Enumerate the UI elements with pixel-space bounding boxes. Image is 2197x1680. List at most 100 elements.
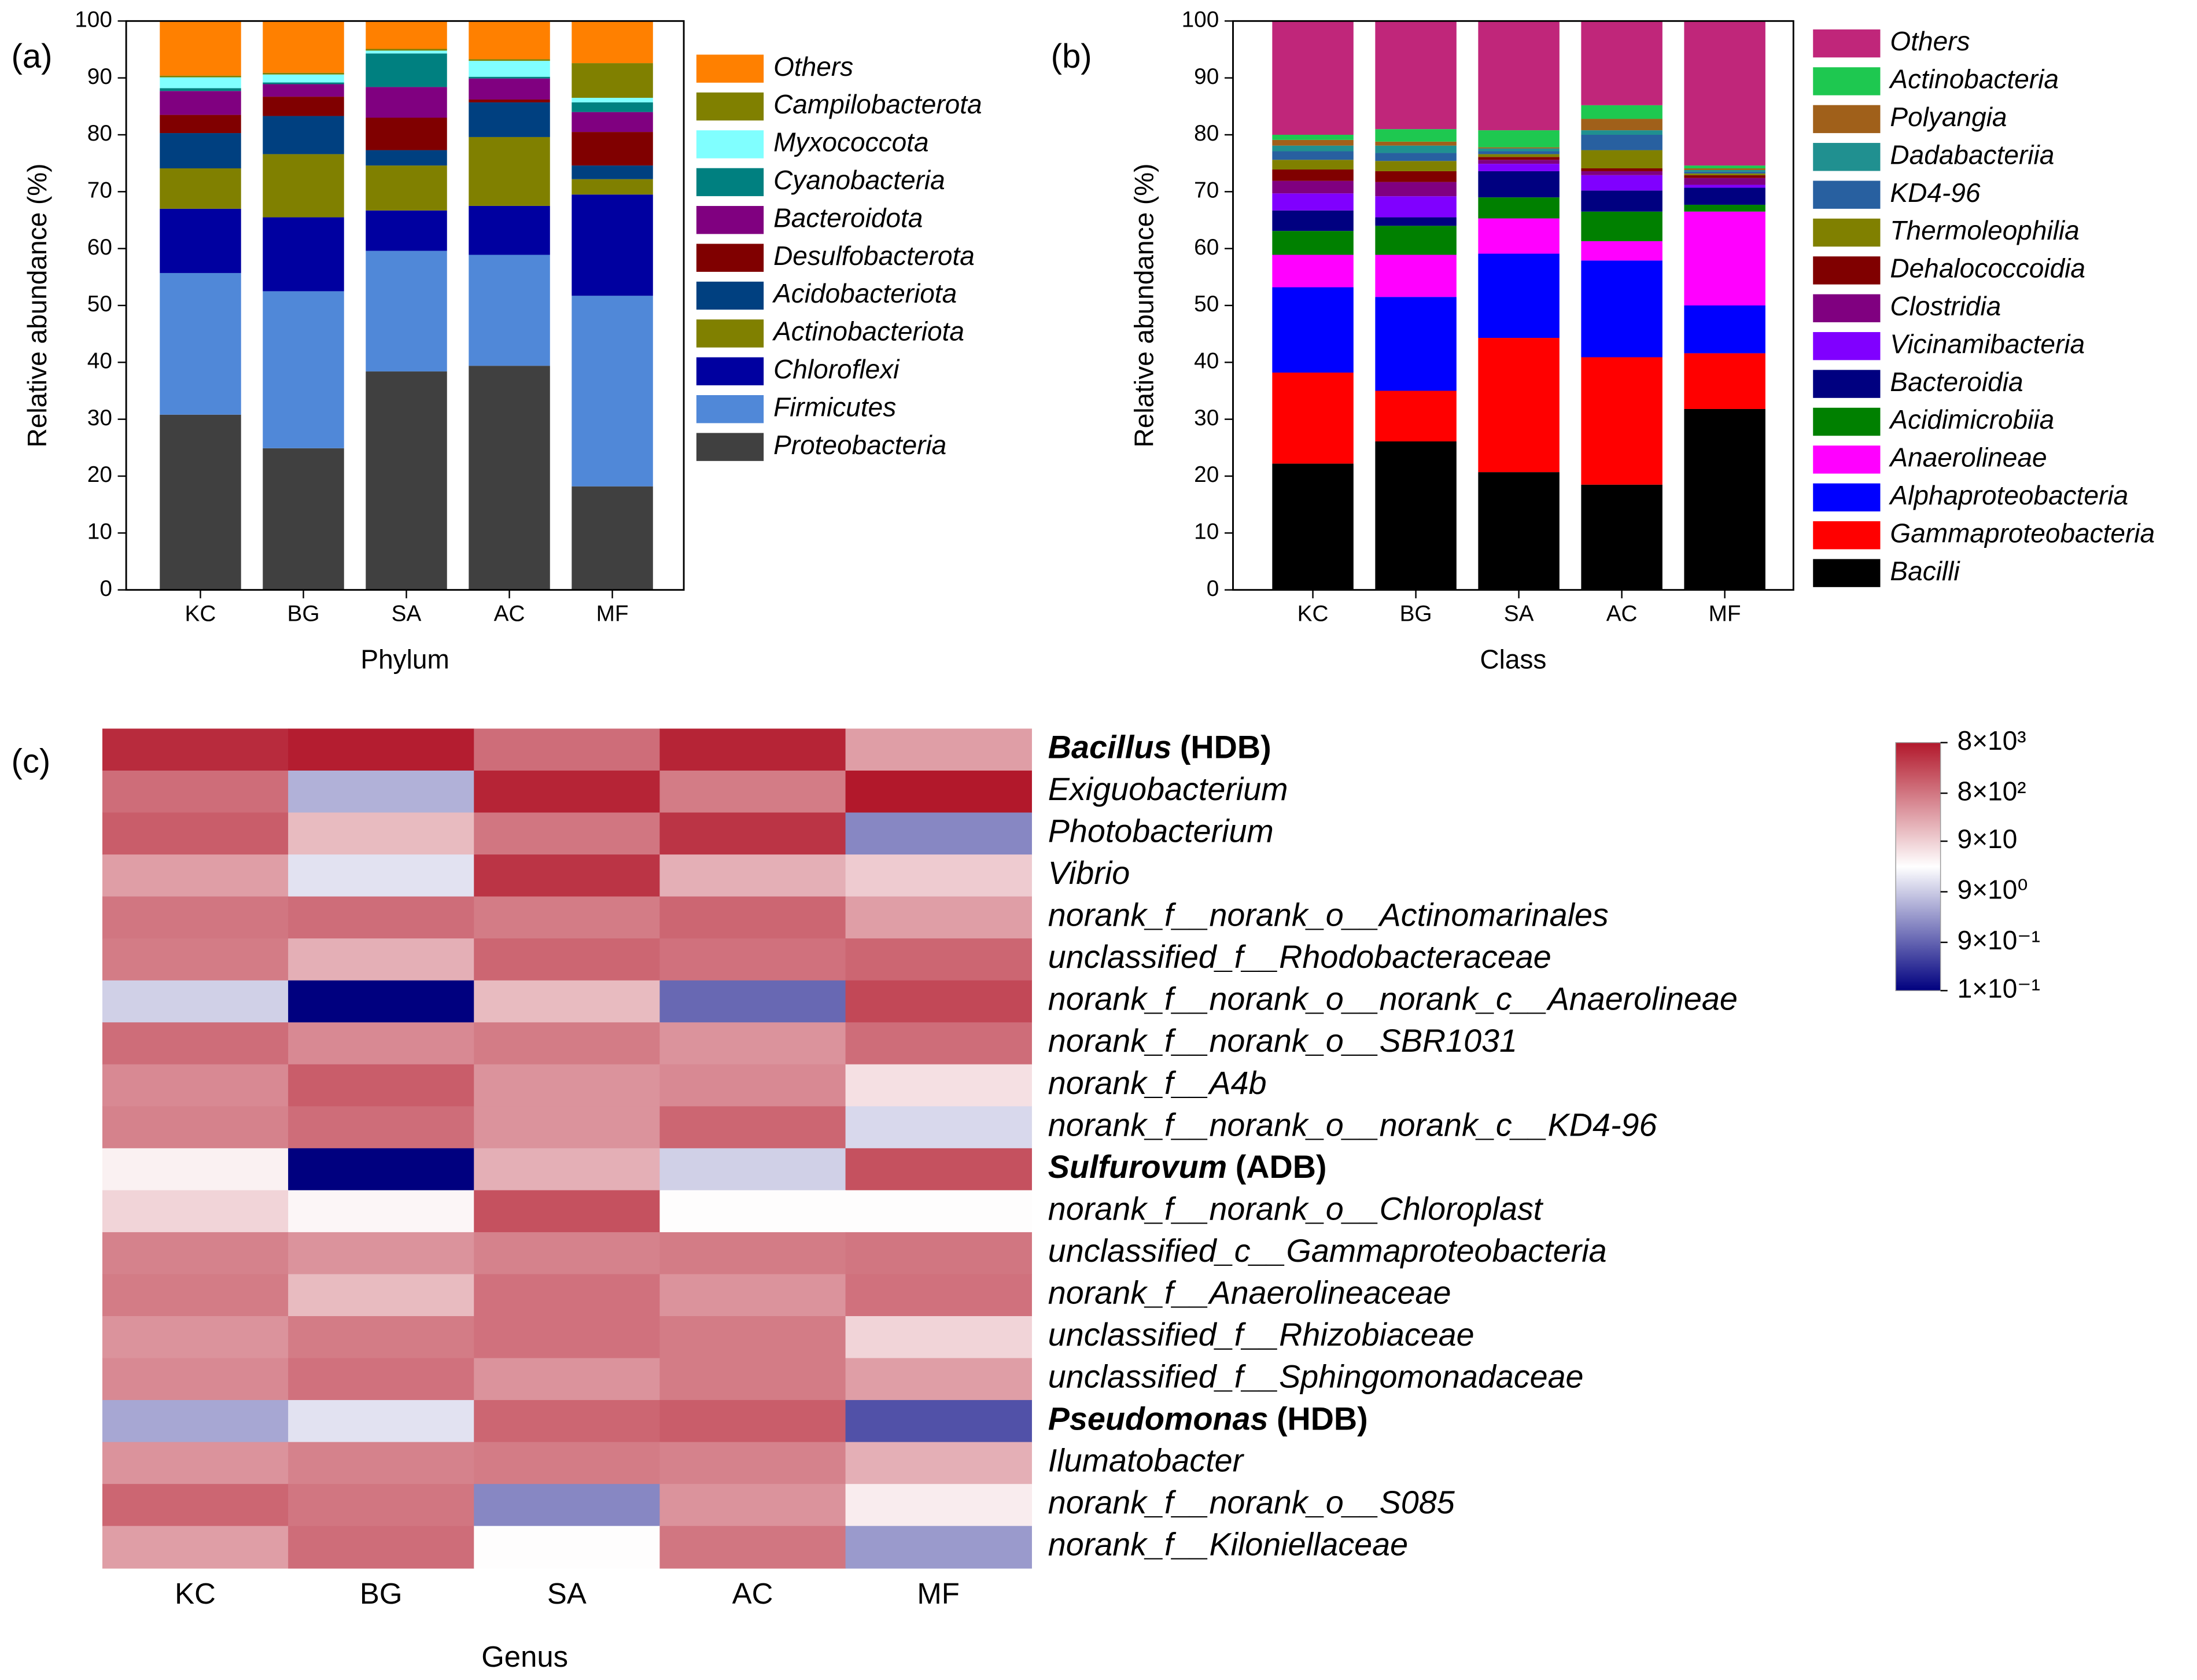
row-label-name: Sulfurovum [1048,1149,1227,1185]
bar-segment [1272,210,1354,231]
heatmap-cell [288,938,475,981]
bar-segment [263,291,344,448]
heatmap-cell [845,1400,1032,1443]
heatmap-cell [474,1274,661,1317]
heatmap-cell [102,1148,289,1191]
heatmap-cell [288,1442,475,1485]
heatmap-cell [659,1484,846,1527]
bar-segment [1272,160,1354,170]
x-tick-label: KC [1297,602,1329,627]
heatmap-cell [288,854,475,897]
legend-swatch [696,244,764,272]
bar-segment [469,205,550,255]
row-label: Ilumatobacter [1048,1443,1245,1479]
bar-segment [572,21,653,64]
row-label: unclassified_c__Gammaproteobacteria [1048,1233,1607,1269]
row-label: Pseudomonas (HDB) [1048,1401,1368,1436]
bar-segment [160,414,241,590]
row-label: norank_f__norank_o__Actinomarinales [1048,897,1609,933]
row-label: norank_f__Kiloniellaceae [1048,1527,1408,1563]
bar-segment [160,168,241,209]
bar-segment [263,217,344,292]
x-tick-label: MF [1709,602,1741,627]
legend-label: Desulfobacterota [773,241,975,271]
bar-segment [1478,157,1560,160]
x-axis-title: Class [1480,644,1546,674]
legend-label: Firmicutes [773,392,896,422]
heatmap-cell [659,1106,846,1150]
bar-segment [263,154,344,218]
bar-segment [572,486,653,590]
heatmap-cell [102,1274,289,1317]
heatmap-cell [102,1064,289,1107]
bar-segment [469,61,550,77]
bar-segment [1478,147,1560,149]
legend-swatch [1813,180,1881,209]
heatmap-cell [845,1358,1032,1401]
heatmap-cell [659,1022,846,1065]
y-tick-label: 10 [1194,520,1219,544]
x-tick-label: BG [287,602,320,627]
y-tick-label: 10 [87,520,112,544]
heatmap-cell [659,1190,846,1233]
heatmap-cell [102,728,289,772]
legend-label: Actinobacteria [1888,64,2059,94]
legend-label: Anaerolineae [1888,443,2047,473]
heatmap-cell [474,770,661,813]
bar-segment [1375,145,1457,153]
bar-segment [366,165,447,211]
row-label: norank_f__norank_o__Chloroplast [1048,1191,1544,1226]
bar-segment [160,21,241,76]
bar-segment [263,72,344,75]
y-tick-label: 60 [87,235,112,260]
y-tick-label: 70 [1194,178,1219,203]
bar-segment [572,296,653,487]
bar-segment [1581,150,1663,169]
x-tick-label: KC [185,602,216,627]
heatmap-cell [474,812,661,856]
heatmap-cell [659,812,846,856]
x-tick-label: BG [1400,602,1432,627]
bar-segment [263,82,344,84]
y-tick-label: 50 [87,292,112,316]
legend-label: Myxococcota [773,127,928,157]
bar-segment [1478,154,1560,157]
bar-segment [366,49,447,51]
heatmap-cell [288,980,475,1023]
heatmap-cell [288,1106,475,1150]
heatmap-cell [659,1274,846,1317]
column-label: BG [360,1577,402,1610]
heatmap-cell [659,1400,846,1443]
legend-label: Alphaproteobacteria [1888,480,2128,510]
heatmap-cell [288,1190,475,1233]
heatmap-cell [474,1442,661,1485]
y-tick-label: 20 [87,462,112,487]
bar-segment [1684,175,1765,178]
bar-segment [1684,408,1765,590]
bar-segment [366,53,447,87]
heatmap-cell [474,1358,661,1401]
heatmap-cell [845,1232,1032,1275]
x-tick-label: SA [392,602,422,627]
legend-swatch [696,168,764,197]
bar-segment [160,75,241,78]
legend-label: Clostridia [1890,291,2001,321]
bar-segment [469,100,550,102]
y-tick-label: 0 [99,576,112,601]
bar-segment [263,84,344,97]
heatmap-cell [288,812,475,856]
legend-label: Thermoleophilia [1890,215,2079,245]
colorbar-tick-label: 9×10⁻¹ [1958,925,2040,955]
column-label: MF [917,1577,959,1610]
bar-segment [1478,130,1560,148]
legend-swatch [1813,256,1881,285]
heatmap-cell [845,1526,1032,1569]
bar-segment [572,63,653,98]
bar-segment [1272,193,1354,211]
bar-segment [1375,297,1457,391]
row-label: norank_f__norank_o__norank_c__KD4-96 [1048,1107,1657,1143]
row-label-tag: (ADB) [1236,1149,1327,1185]
bar-segment [1581,105,1663,119]
x-tick-label: MF [596,602,629,627]
row-label: norank_f__norank_o__S085 [1048,1484,1455,1520]
